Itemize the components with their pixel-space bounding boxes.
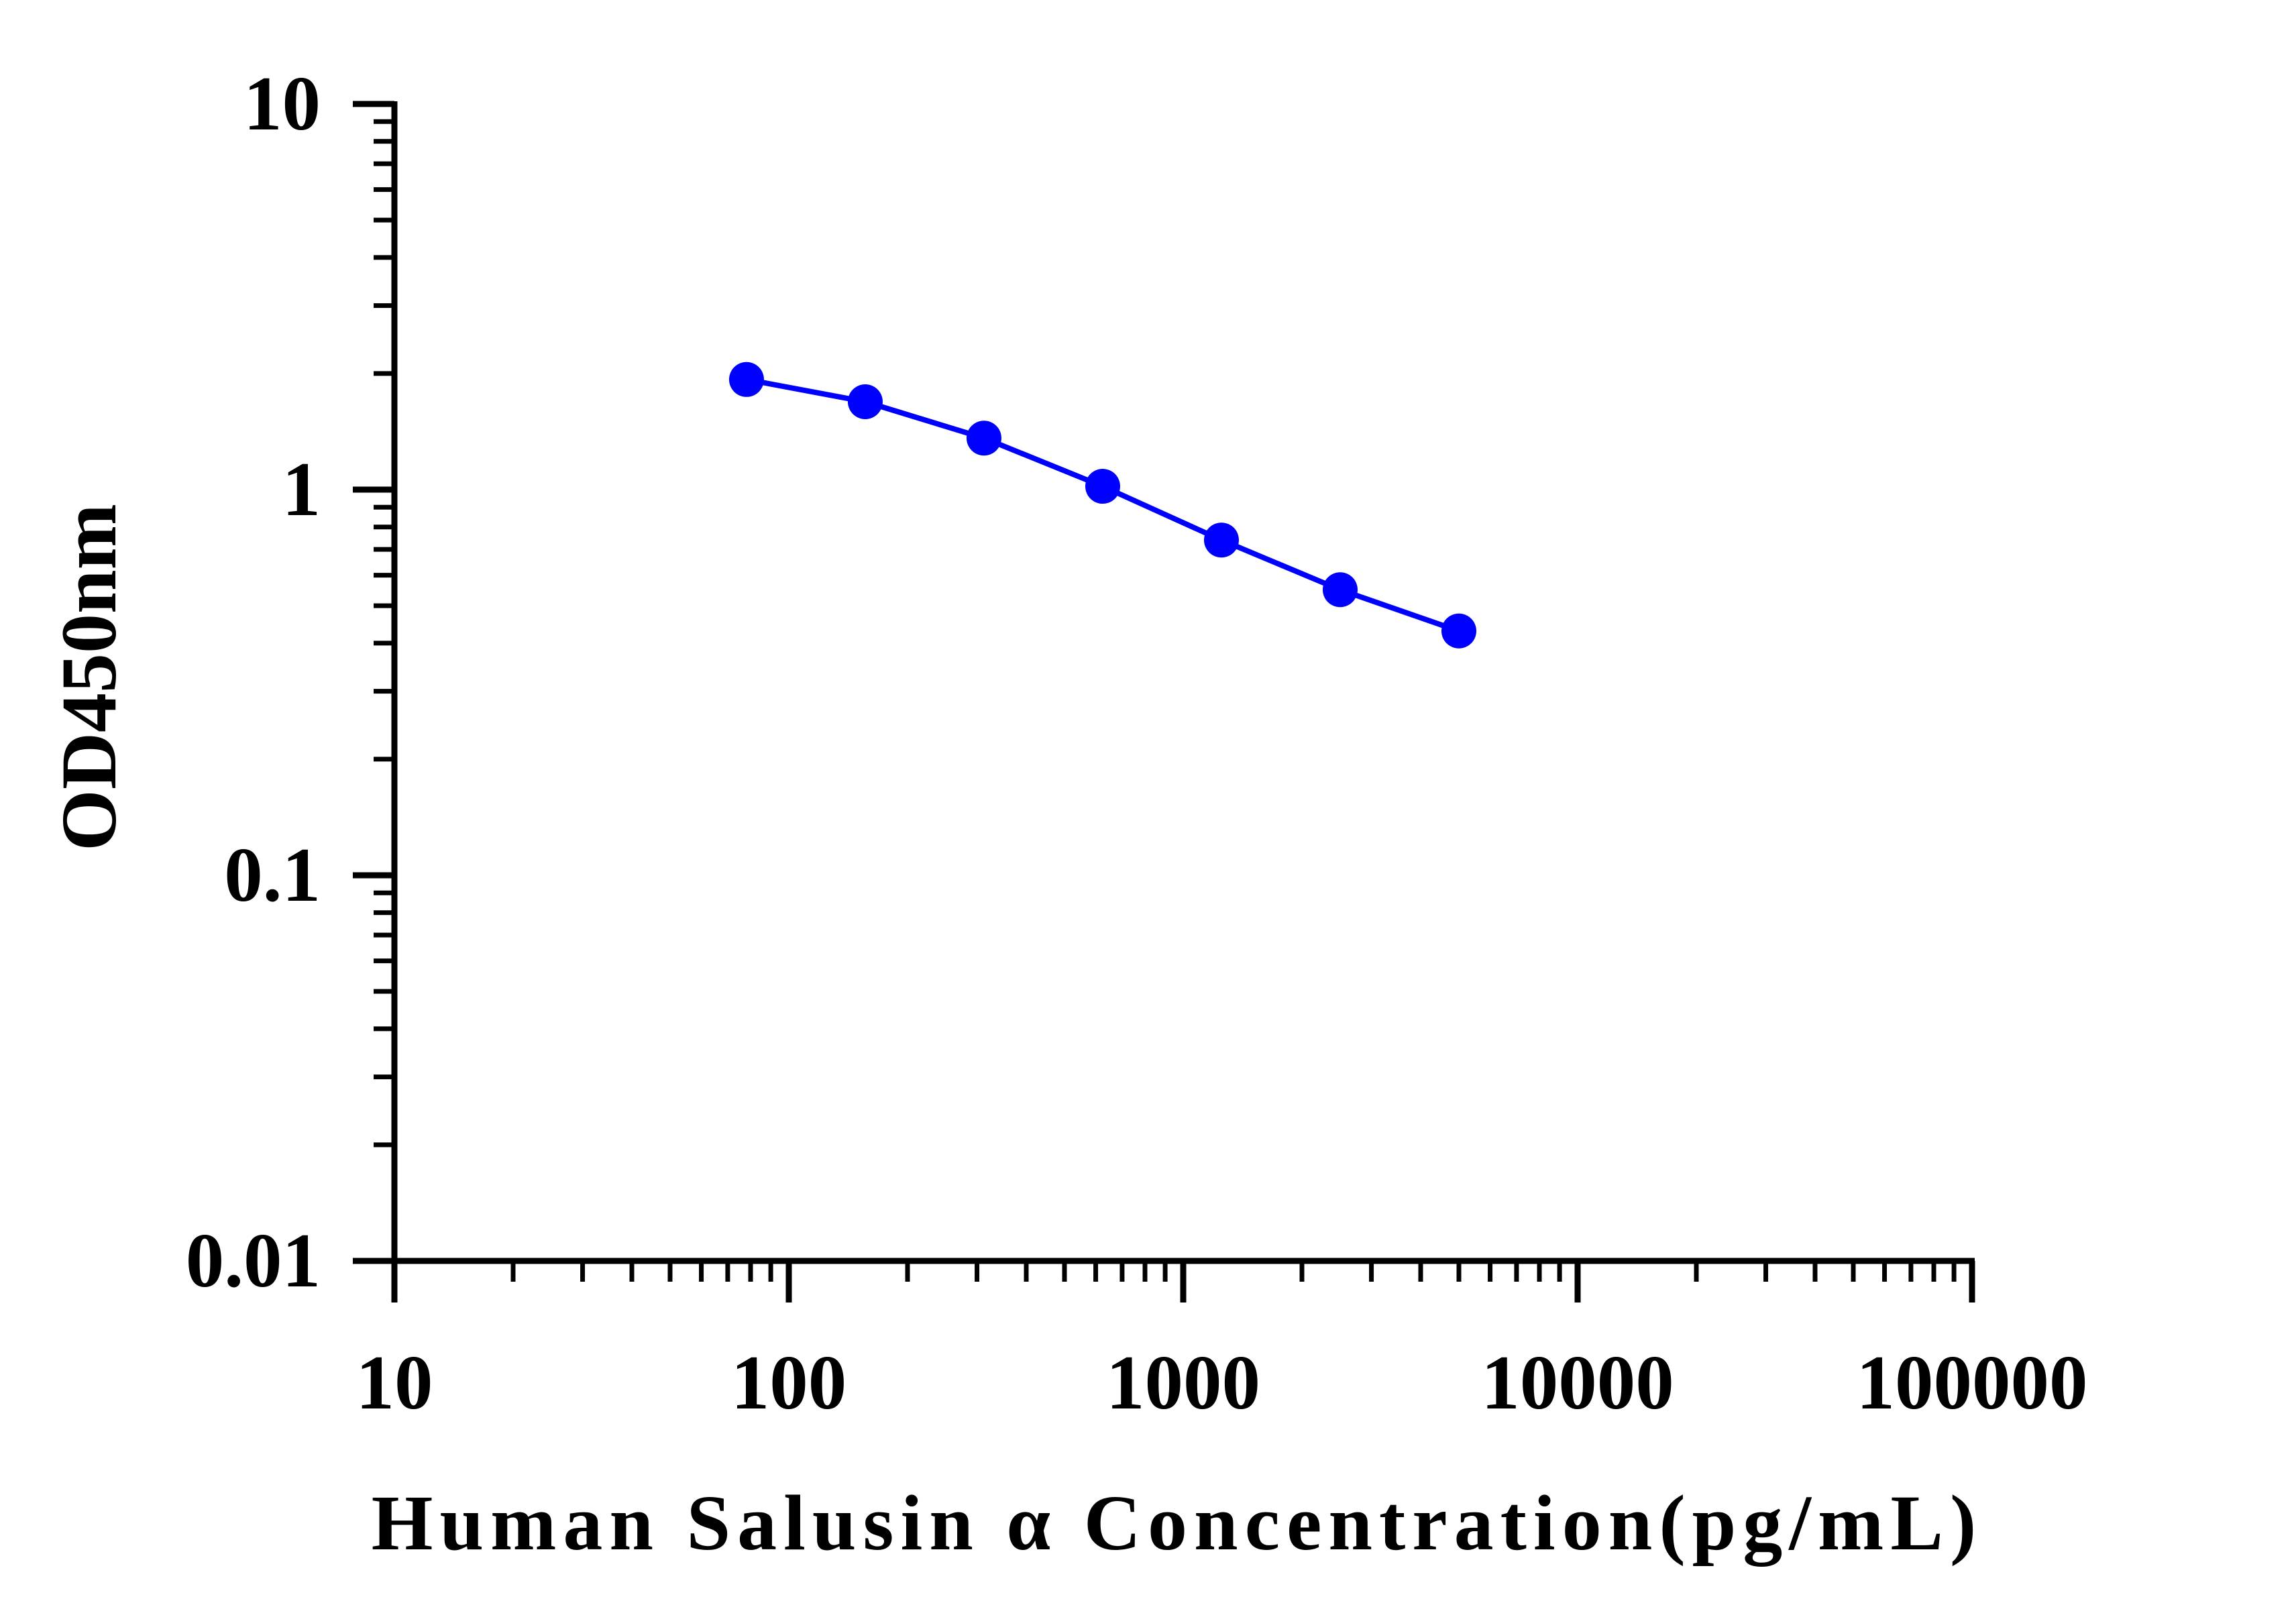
y-tick-label: 0.1 <box>224 832 321 918</box>
data-point <box>966 421 1001 456</box>
data-point <box>728 362 764 397</box>
x-tick-label: 10000 <box>1481 1340 1674 1425</box>
x-tick-label: 10 <box>356 1340 433 1425</box>
y-tick-label: 0.01 <box>186 1218 321 1303</box>
data-point <box>1322 572 1358 608</box>
data-point <box>1203 522 1239 558</box>
x-axis-label: Human Salusin α Concentration(pg/mL) <box>372 1479 1983 1567</box>
data-point <box>1441 613 1476 649</box>
y-tick-label: 10 <box>243 61 321 146</box>
x-tick-label: 100 <box>731 1340 847 1425</box>
x-tick-label: 100000 <box>1857 1340 2088 1425</box>
series-layer <box>728 362 1476 649</box>
data-point <box>847 384 883 419</box>
axes: 0.01 0.1 1 10 10 100 1000 10000 100000 <box>186 61 2088 1425</box>
x-tick-label: 1000 <box>1106 1340 1260 1425</box>
y-tick-label: 1 <box>282 447 321 532</box>
data-point <box>1085 469 1120 504</box>
y-axis-label: OD450nm <box>45 504 133 851</box>
